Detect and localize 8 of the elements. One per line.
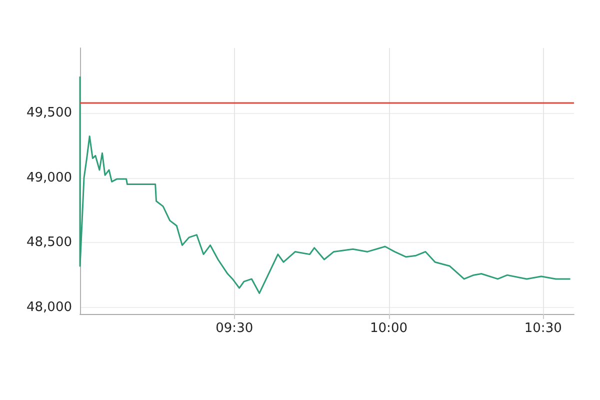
- x-tick-label: 10:00: [370, 321, 408, 336]
- x-tick-label: 10:30: [524, 321, 562, 336]
- y-tick-label: 48,500: [26, 235, 72, 250]
- y-tick-label: 49,000: [26, 170, 72, 186]
- y-tick-label: 48,000: [26, 300, 72, 316]
- y-tick-label: 49,500: [26, 105, 72, 120]
- line-series: [79, 76, 572, 294]
- x-tick-label: 09:30: [216, 321, 254, 336]
